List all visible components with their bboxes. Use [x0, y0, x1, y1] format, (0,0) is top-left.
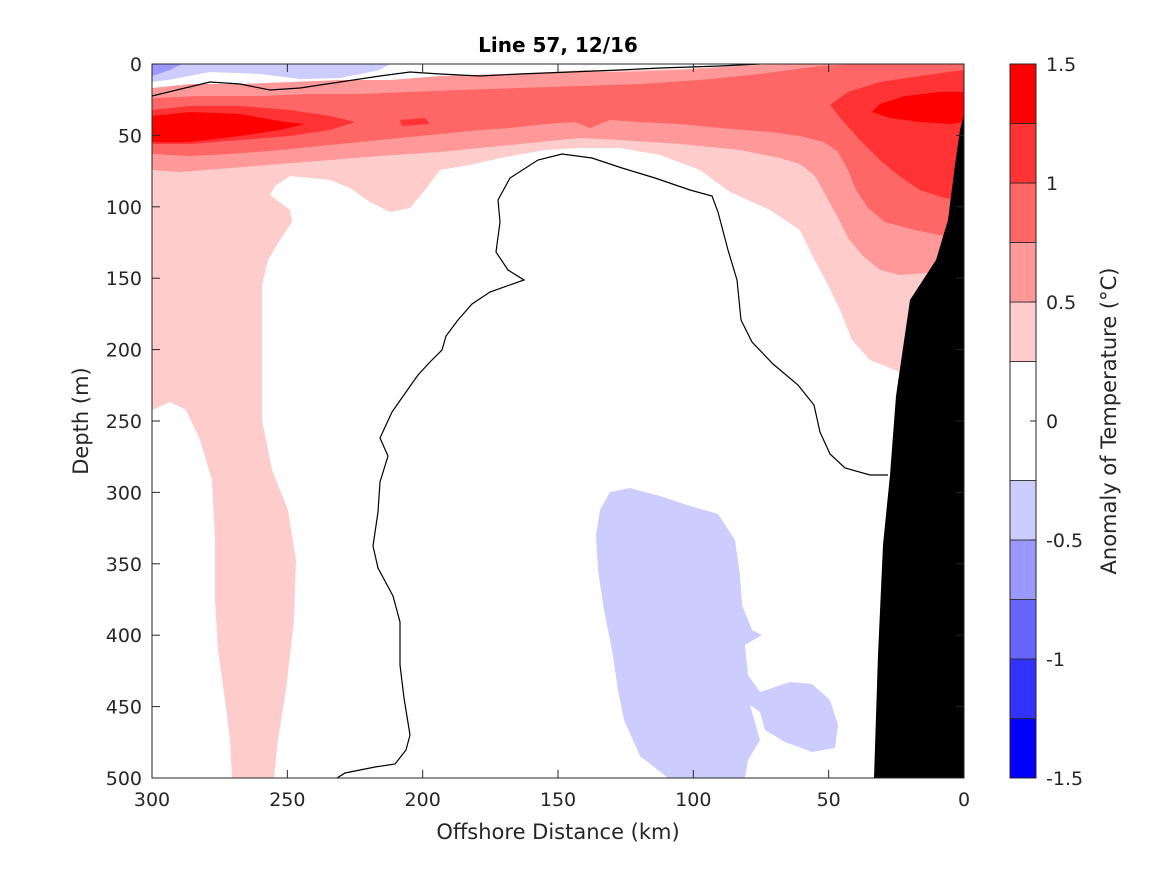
y-tick-label: 200 — [106, 340, 142, 362]
colorbar-tick-label: 1.5 — [1046, 54, 1076, 76]
colorbar-band — [1009, 539, 1037, 600]
x-axis: 300 250 200 150 100 50 0 — [134, 64, 970, 811]
zero-contour-upper — [152, 64, 761, 97]
warm-region-100-mid — [400, 118, 430, 126]
surface-cool-core — [152, 64, 182, 76]
colorbar-band — [1009, 599, 1037, 660]
x-tick-label: 250 — [269, 789, 305, 811]
warm-core-offshore — [152, 112, 305, 142]
plot-area — [152, 64, 964, 778]
colorbar-tick-label: 1 — [1046, 173, 1058, 195]
y-tick-label: 300 — [106, 482, 142, 504]
x-tick-label: 300 — [134, 789, 170, 811]
colorbar-band — [1009, 242, 1037, 303]
colorbar-tick-label: -1.5 — [1046, 768, 1083, 790]
deep-cool-region — [596, 488, 838, 778]
y-axis: 0 50 100 150 200 250 300 350 400 450 500 — [106, 54, 964, 790]
colorbar-tick-label: -0.5 — [1046, 530, 1083, 552]
colorbar-band — [1009, 182, 1037, 243]
zero-contour-deep — [336, 153, 888, 778]
colorbar-band — [1009, 123, 1037, 184]
x-axis-label: Offshore Distance (km) — [436, 820, 679, 844]
y-tick-label: 50 — [118, 125, 142, 147]
x-tick-label: 50 — [817, 789, 841, 811]
y-tick-label: 400 — [106, 625, 142, 647]
chart-title: Line 57, 12/16 — [478, 33, 638, 57]
colorbar-tick-label: 0 — [1046, 411, 1058, 433]
y-tick-label: 150 — [106, 268, 142, 290]
colorbar-band — [1009, 301, 1037, 362]
warm-core-nearshore — [872, 92, 964, 124]
surface-cool-region — [152, 64, 390, 82]
x-tick-label: 150 — [540, 789, 576, 811]
y-tick-label: 500 — [106, 768, 142, 790]
colorbar-band — [1009, 718, 1037, 779]
y-tick-label: 100 — [106, 197, 142, 219]
y-tick-label: 350 — [106, 554, 142, 576]
colorbar-tick-label: -1 — [1046, 649, 1065, 671]
bathymetry-bottom — [874, 114, 964, 778]
colorbar-tick-label: 0.5 — [1046, 292, 1076, 314]
colorbar-label: Anomaly of Temperature (°C) — [1097, 268, 1121, 575]
y-axis-label: Depth (m) — [69, 367, 93, 474]
y-tick-label: 450 — [106, 697, 142, 719]
x-tick-label: 100 — [675, 789, 711, 811]
warm-region-075 — [152, 64, 964, 240]
x-tick-label: 200 — [405, 789, 441, 811]
y-tick-label: 250 — [106, 411, 142, 433]
y-tick-label: 0 — [130, 54, 142, 76]
colorbar: 1.5 1 0.5 0 -0.5 -1 -1.5 — [1009, 54, 1083, 790]
colorbar-band — [1009, 480, 1037, 541]
colorbar-band — [1009, 658, 1037, 719]
x-tick-label: 0 — [958, 789, 970, 811]
colorbar-band — [1009, 63, 1037, 124]
